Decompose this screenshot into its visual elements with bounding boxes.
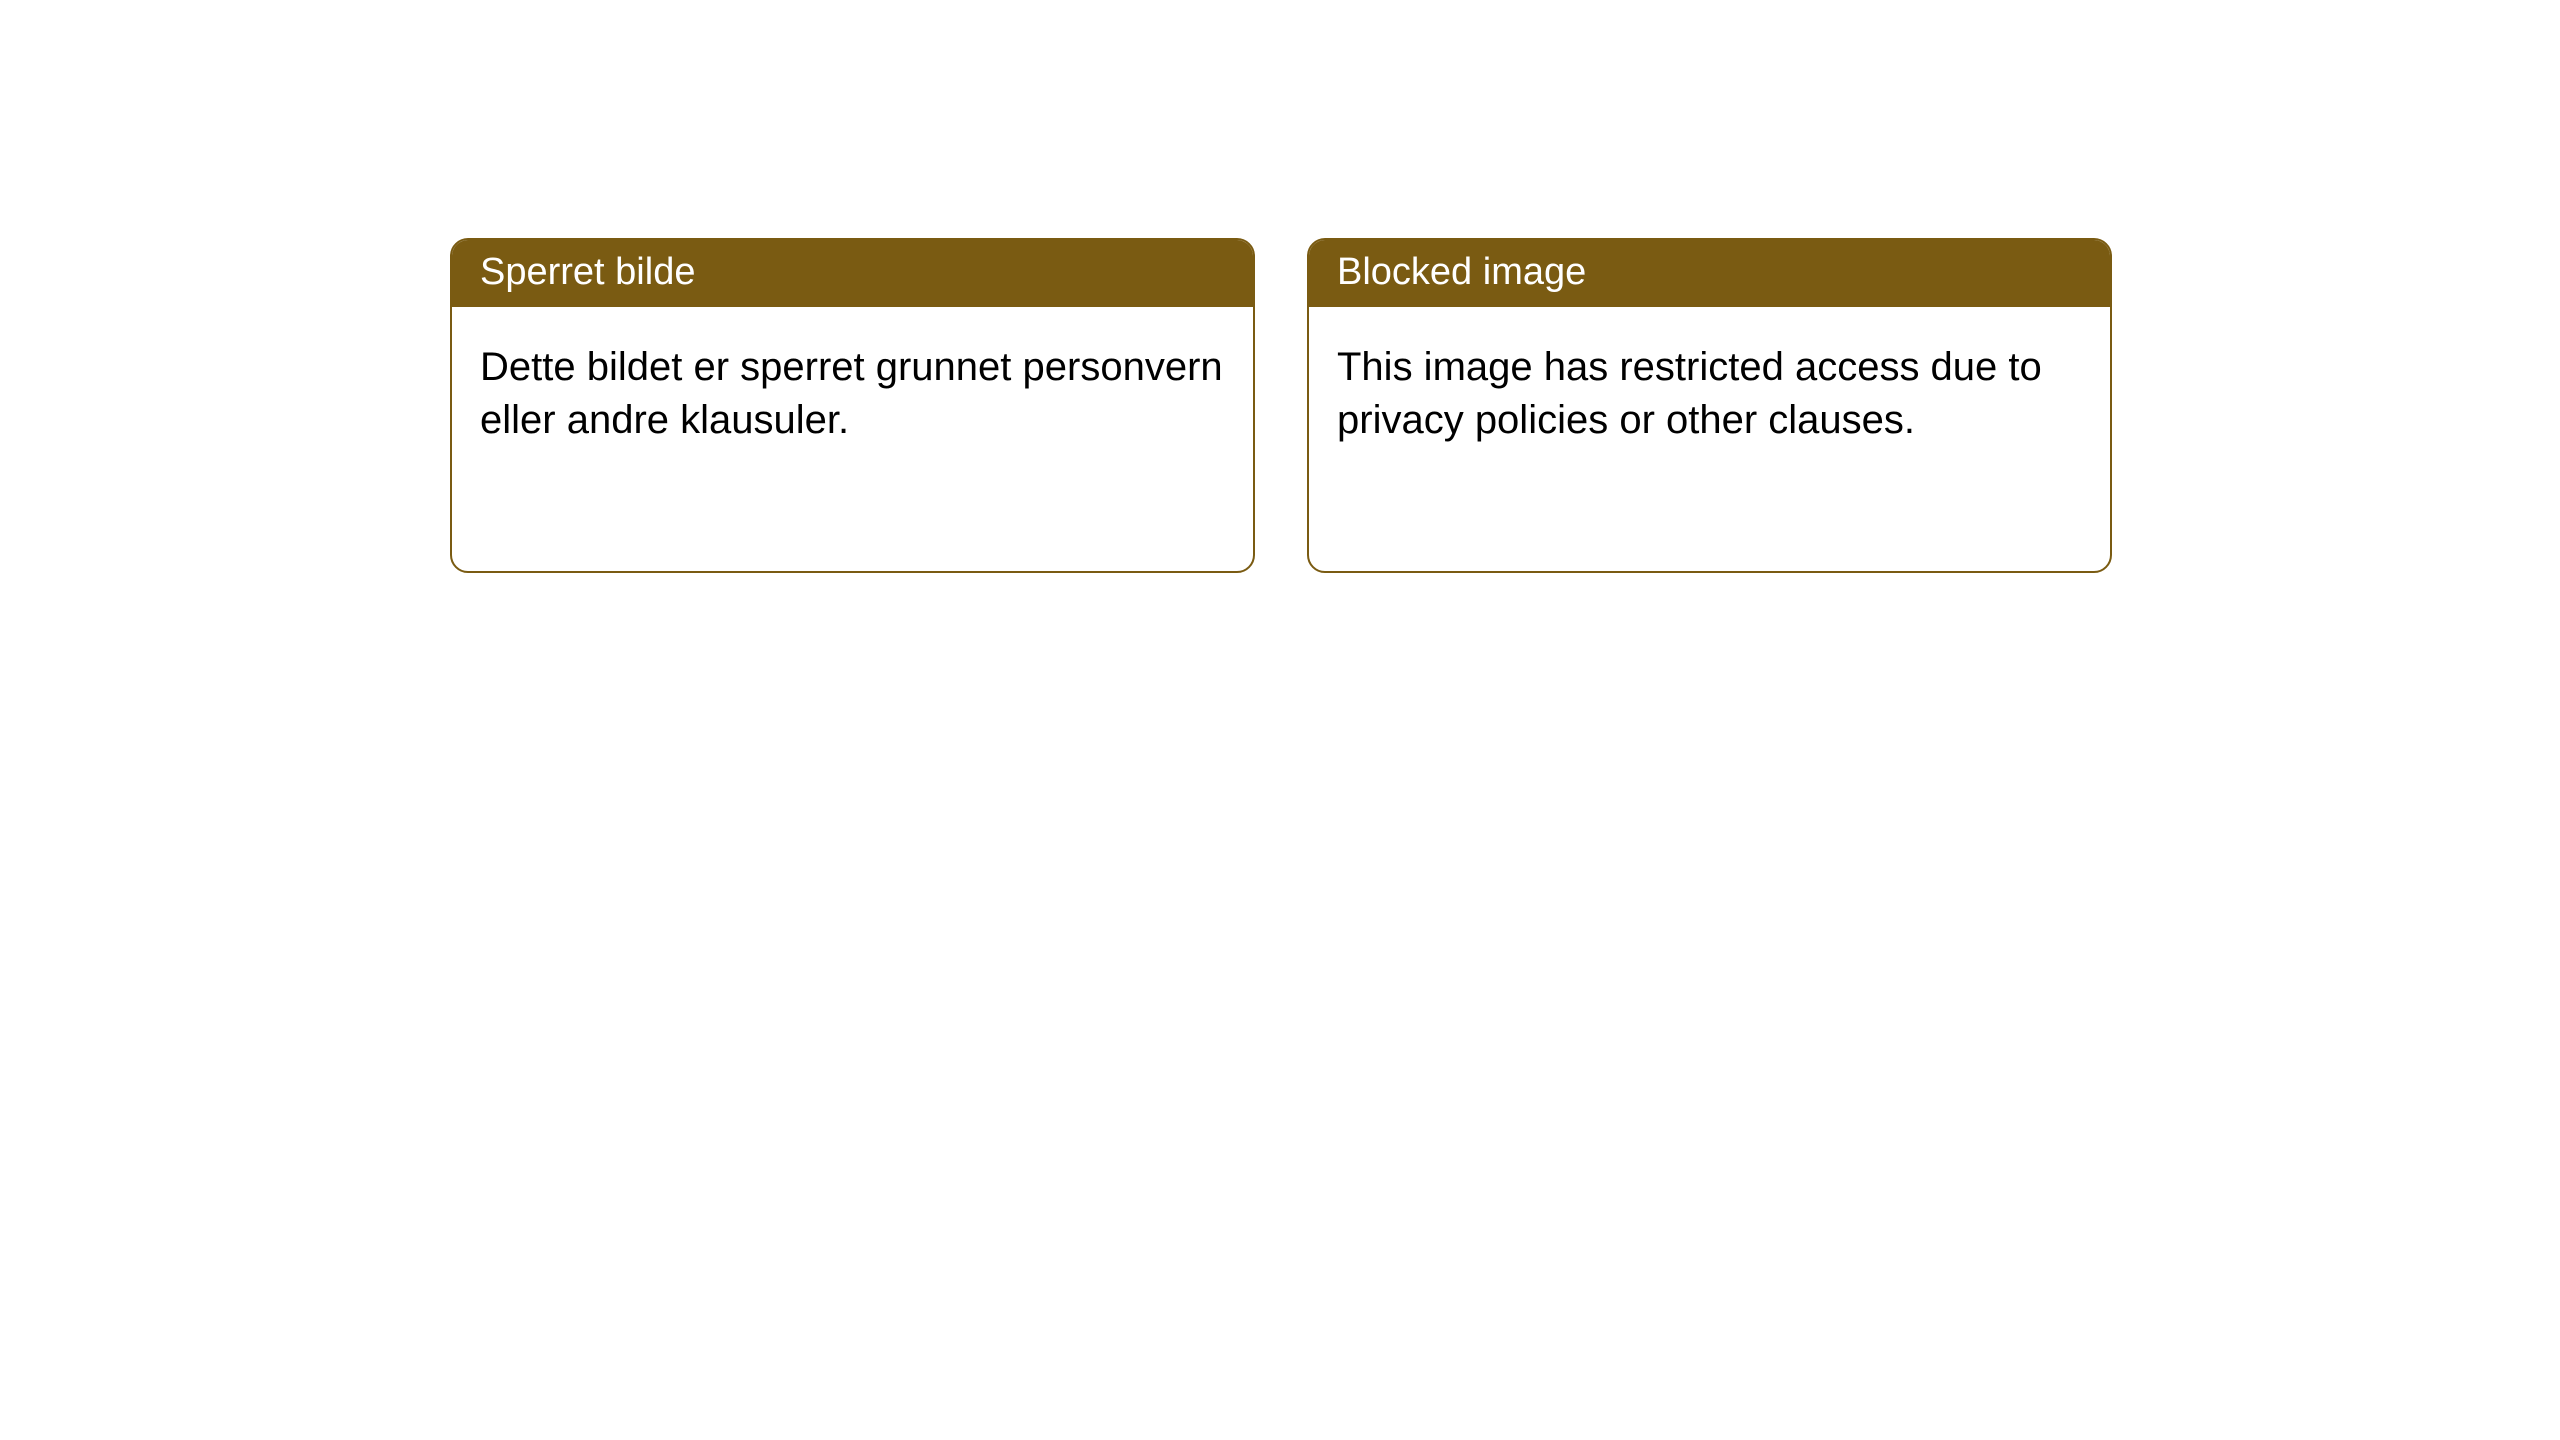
notice-header: Blocked image — [1309, 240, 2110, 307]
notice-body: This image has restricted access due to … — [1309, 307, 2110, 467]
notice-header: Sperret bilde — [452, 240, 1253, 307]
notice-container: Sperret bilde Dette bildet er sperret gr… — [0, 0, 2560, 573]
notice-title: Blocked image — [1337, 251, 1586, 293]
notice-message: This image has restricted access due to … — [1337, 345, 2042, 442]
notice-title: Sperret bilde — [480, 251, 695, 293]
notice-message: Dette bildet er sperret grunnet personve… — [480, 345, 1223, 442]
notice-body: Dette bildet er sperret grunnet personve… — [452, 307, 1253, 467]
notice-box-norwegian: Sperret bilde Dette bildet er sperret gr… — [450, 238, 1255, 573]
notice-box-english: Blocked image This image has restricted … — [1307, 238, 2112, 573]
